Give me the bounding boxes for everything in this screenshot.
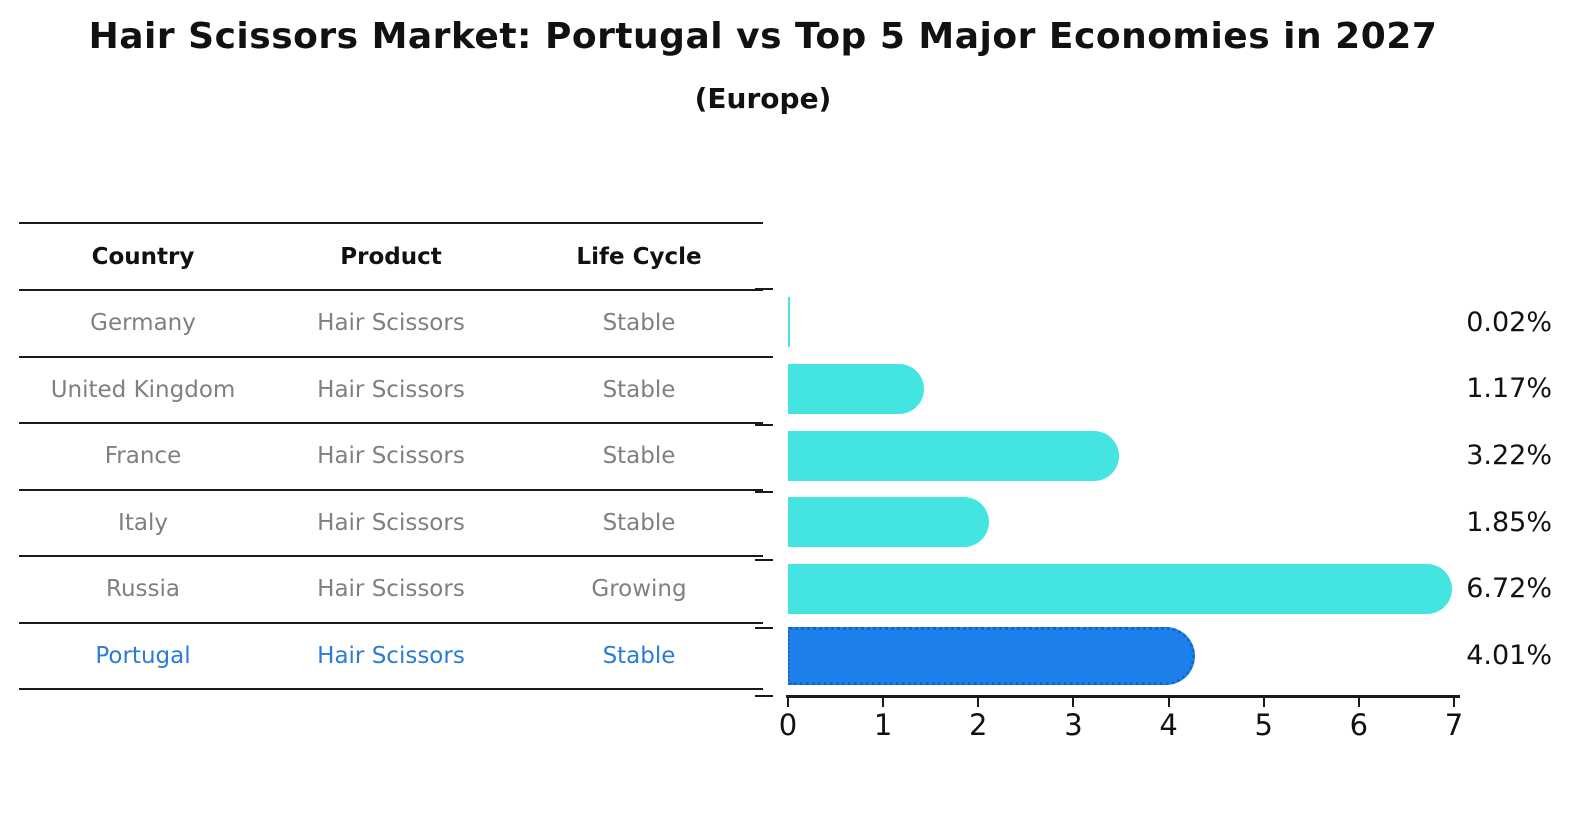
table-row: France Hair Scissors Stable	[19, 424, 763, 491]
y-tick	[755, 694, 773, 697]
y-tick	[755, 288, 773, 290]
country-table: Country Product Life Cycle Germany Hair Scis…	[19, 222, 763, 690]
table-cell-country: Portugal	[95, 642, 191, 669]
x-tick-label: 3	[1064, 708, 1083, 742]
table-cell-life-cycle: Stable	[602, 443, 676, 470]
y-tick	[755, 627, 773, 629]
x-tick	[1357, 697, 1360, 707]
bar-value-label: 0.02%	[1466, 306, 1552, 338]
table-header-cell: Life Cycle	[576, 243, 702, 270]
x-tick	[1167, 697, 1170, 707]
x-tick	[1072, 697, 1075, 707]
table-cell-country: France	[104, 443, 182, 470]
table-row: Italy Hair Scissors Stable	[19, 491, 763, 557]
bar-value-label: 1.17%	[1466, 373, 1552, 405]
table-cell-country: Germany	[90, 310, 196, 337]
table-cell-country: Russia	[106, 576, 180, 603]
y-tick	[755, 423, 773, 426]
x-tick	[1453, 697, 1455, 707]
x-tick-label: 6	[1349, 708, 1369, 742]
x-tick-label: 2	[969, 708, 988, 742]
x-tick-label: 7	[1444, 708, 1464, 742]
table-header-cell: Country	[91, 243, 195, 270]
bar	[788, 564, 1453, 614]
x-tick	[1262, 697, 1265, 707]
x-tick-label: 4	[1159, 708, 1178, 742]
bar-portugal-highlighted	[788, 626, 1195, 685]
table-header-cell: Product	[340, 243, 442, 270]
bar-value-label: 4.01%	[1466, 640, 1552, 672]
y-tick	[755, 491, 773, 494]
x-tick	[787, 697, 789, 707]
table-row: Portugal Hair Scissors Stable	[19, 624, 763, 690]
y-tick	[755, 559, 773, 562]
y-tick	[755, 355, 773, 358]
x-tick	[977, 697, 980, 707]
chart-title: Hair Scissors Market: Portugal vs Top 5 …	[88, 16, 1438, 57]
x-axis-line	[786, 695, 1460, 698]
x-tick-label: 5	[1254, 708, 1273, 742]
table-cell-life-cycle: Stable	[602, 509, 676, 536]
table-cell-life-cycle: Growing	[591, 576, 687, 603]
bar-value-label: 3.22%	[1466, 440, 1552, 472]
table-cell-product: Hair Scissors	[317, 642, 465, 669]
table-cell-product: Hair Scissors	[317, 443, 465, 470]
chart-subtitle: (Europe)	[694, 82, 832, 115]
x-tick-label: 1	[873, 708, 893, 742]
table-row: Russia Hair Scissors Growing	[19, 557, 763, 624]
table-cell-product: Hair Scissors	[317, 576, 465, 603]
table-row: United Kingdom Hair Scissors Stable	[19, 358, 763, 424]
bar	[788, 497, 989, 548]
table-cell-country: United Kingdom	[50, 376, 236, 403]
bar	[788, 430, 1120, 481]
bar-value-label: 1.85%	[1466, 506, 1552, 538]
table-cell-life-cycle: Stable	[602, 310, 676, 337]
table-cell-product: Hair Scissors	[317, 310, 465, 337]
table-header-row: Country Product Life Cycle	[19, 224, 763, 291]
bar	[788, 364, 925, 414]
bar	[788, 297, 790, 348]
table-cell-life-cycle: Stable	[602, 376, 676, 403]
x-tick	[882, 697, 885, 707]
x-tick-label: 0	[778, 708, 798, 742]
bar-value-label: 6.72%	[1466, 573, 1552, 605]
table-cell-product: Hair Scissors	[317, 376, 465, 403]
table-cell-product: Hair Scissors	[317, 509, 465, 536]
table-cell-life-cycle: Stable	[602, 642, 676, 669]
table-cell-country: Italy	[118, 509, 168, 536]
table-row: Germany Hair Scissors Stable	[19, 291, 763, 358]
